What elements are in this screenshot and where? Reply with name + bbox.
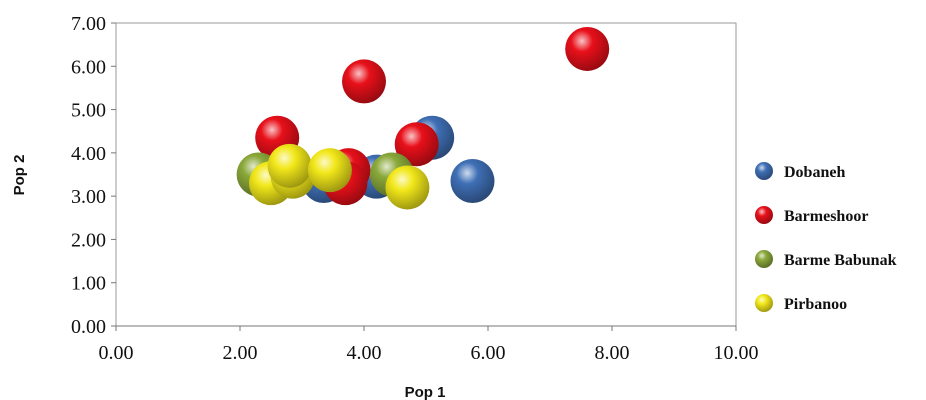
x-axis-title: Pop 1 <box>405 384 446 400</box>
y-tick-label: 6.00 <box>71 56 106 78</box>
plot-area <box>115 22 737 327</box>
legend-item: Barme Babunak <box>755 250 897 269</box>
y-axis-title: Pop 2 <box>11 155 28 196</box>
legend-marker <box>755 162 773 180</box>
y-tick-label: 3.00 <box>71 186 106 208</box>
legend-item: Dobaneh <box>755 162 845 181</box>
legend-label: Barme Babunak <box>784 252 897 269</box>
data-point-pirbanoo <box>307 148 352 193</box>
y-tick-label: 7.00 <box>71 13 106 35</box>
data-point-dobaneh <box>450 158 495 203</box>
legend-marker <box>755 294 773 312</box>
data-point-pirbanoo <box>267 143 312 188</box>
x-tick-label: 6.00 <box>471 342 506 364</box>
data-point-barmeshoor <box>342 59 386 104</box>
x-tick-label: 2.00 <box>223 342 258 364</box>
legend-label: Dobaneh <box>784 164 845 181</box>
legend-item: Pirbanoo <box>755 294 847 313</box>
x-tick-label: 8.00 <box>595 342 630 364</box>
legend-marker <box>755 250 773 268</box>
data-point-barmeshoor <box>565 26 610 71</box>
y-tick-label: 1.00 <box>71 273 106 295</box>
y-tick-label: 4.00 <box>71 143 106 165</box>
legend-label: Pirbanoo <box>784 296 847 313</box>
x-tick-label: 10.00 <box>714 342 759 364</box>
y-tick-label: 2.00 <box>71 229 106 251</box>
data-point-barmeshoor <box>394 122 439 167</box>
x-tick-label: 4.00 <box>347 342 382 364</box>
y-tick-label: 5.00 <box>71 100 106 122</box>
legend-item: Barmeshoor <box>755 206 868 225</box>
x-tick-label: 0.00 <box>99 342 134 364</box>
legend-marker <box>755 206 773 224</box>
y-tick-label: 0.00 <box>71 316 106 338</box>
data-point-pirbanoo <box>385 165 430 210</box>
legend-label: Barmeshoor <box>784 208 868 225</box>
